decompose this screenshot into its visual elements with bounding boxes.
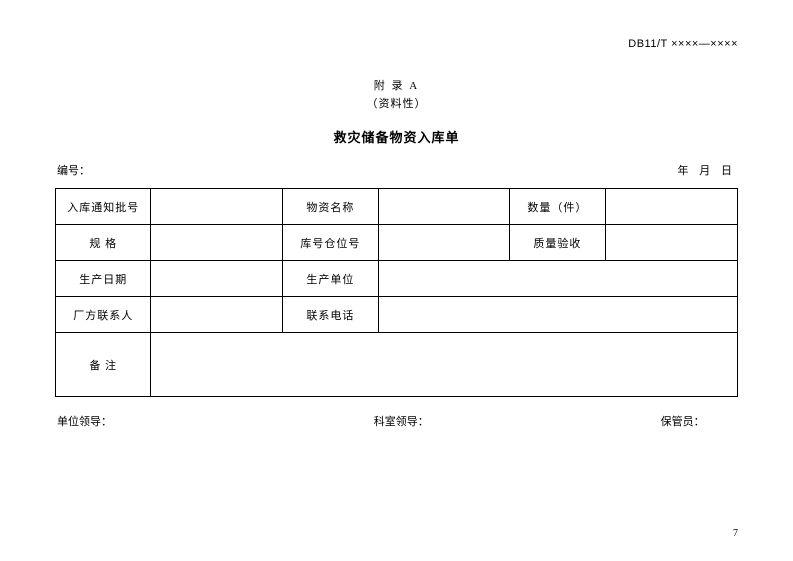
- cell-label: 入库通知批号: [56, 189, 151, 225]
- number-label: 编号：: [57, 162, 90, 178]
- cell-label: 物资名称: [283, 189, 378, 225]
- footer-row: 单位领导： 科室领导： 保管员：: [55, 413, 738, 429]
- table-row: 入库通知批号 物资名称 数量（件）: [56, 189, 738, 225]
- cell-value: [378, 189, 510, 225]
- footer-leader: 单位领导：: [57, 413, 280, 429]
- footer-keeper: 保管员：: [511, 413, 734, 429]
- table-row: 规 格 库号仓位号 质量验收: [56, 225, 738, 261]
- remark-value: [151, 333, 738, 397]
- cell-label: 库号仓位号: [283, 225, 378, 261]
- appendix-header: 附 录 A （资料性）: [55, 78, 738, 113]
- appendix-label: 附 录 A: [55, 78, 738, 96]
- cell-label: 生产日期: [56, 261, 151, 297]
- cell-value: [378, 261, 737, 297]
- cell-value: [378, 297, 737, 333]
- cell-value: [605, 189, 737, 225]
- cell-label: 厂方联系人: [56, 297, 151, 333]
- form-table: 入库通知批号 物资名称 数量（件） 规 格 库号仓位号 质量验收 生产日期 生产…: [55, 188, 738, 397]
- cell-value: [151, 225, 283, 261]
- form-title: 救灾储备物资入库单: [55, 127, 738, 146]
- meta-row: 编号： 年 月 日: [55, 162, 738, 178]
- cell-value: [378, 225, 510, 261]
- cell-value: [605, 225, 737, 261]
- cell-label: 数量（件）: [510, 189, 605, 225]
- cell-value: [151, 189, 283, 225]
- document-code: DB11/T ××××—××××: [628, 38, 738, 50]
- page-number: 7: [733, 528, 738, 539]
- cell-value: [151, 261, 283, 297]
- cell-label: 生产单位: [283, 261, 378, 297]
- cell-label: 质量验收: [510, 225, 605, 261]
- cell-value: [151, 297, 283, 333]
- footer-dept-leader: 科室领导：: [284, 413, 507, 429]
- cell-label: 规 格: [56, 225, 151, 261]
- cell-label: 联系电话: [283, 297, 378, 333]
- appendix-subtitle: （资料性）: [55, 96, 738, 114]
- table-row: 生产日期 生产单位: [56, 261, 738, 297]
- date-label: 年 月 日: [678, 162, 737, 178]
- table-row: 厂方联系人 联系电话: [56, 297, 738, 333]
- table-row-remark: 备 注: [56, 333, 738, 397]
- remark-label: 备 注: [56, 333, 151, 397]
